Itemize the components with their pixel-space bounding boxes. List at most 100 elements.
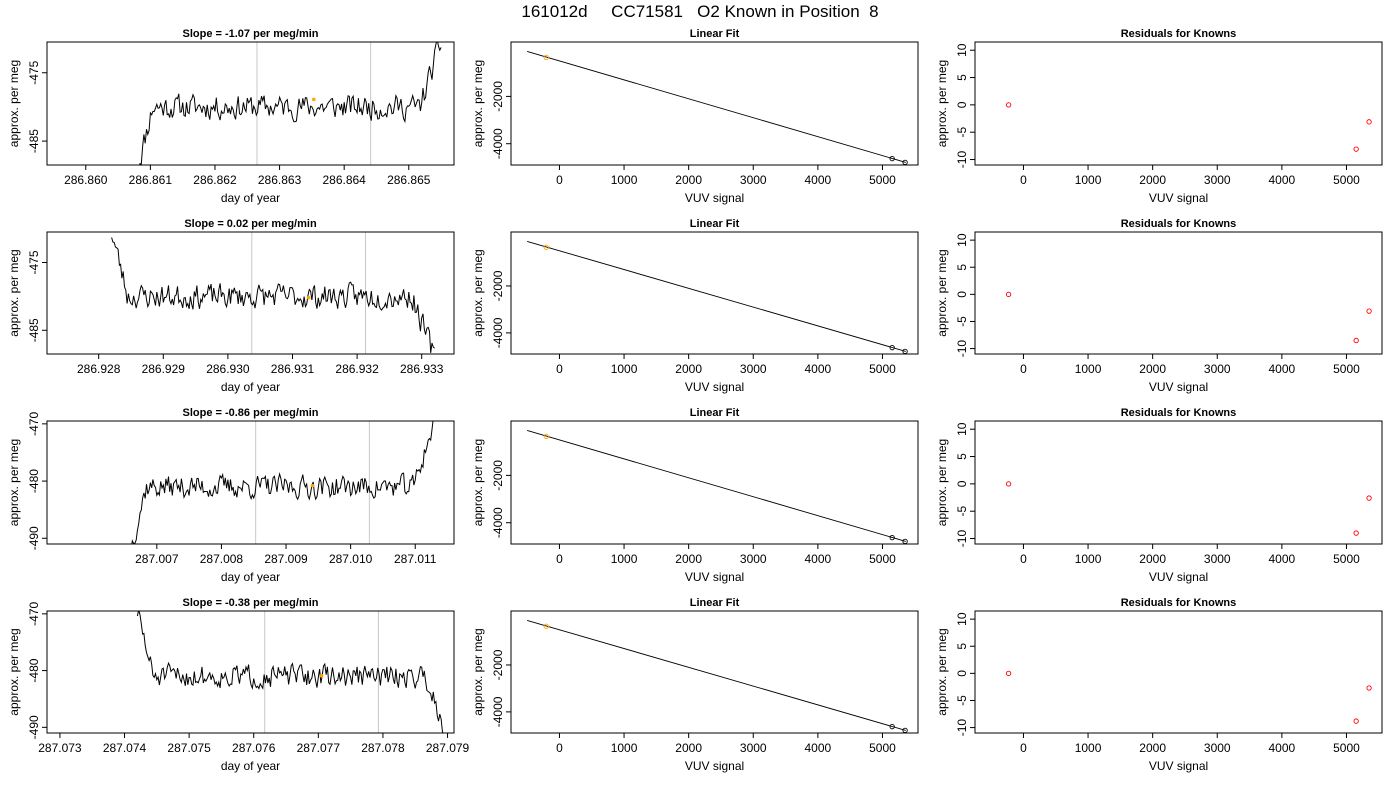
y-tick-label: 10 [955,233,969,247]
x-tick-label: 3000 [1204,552,1231,566]
x-tick-label: 2000 [675,362,702,376]
residual-point [1353,146,1359,152]
y-axis-label: approx. per meg [471,249,485,336]
x-tick-label: 5000 [869,173,896,187]
x-tick-label: 4000 [805,552,832,566]
y-tick-label: -2000 [491,649,505,680]
y-tick-label: 0 [955,101,969,108]
y-tick-label: 0 [955,291,969,298]
y-axis-label: approx. per meg [935,439,949,526]
x-tick-label: 286.932 [335,362,379,376]
x-tick-label: 0 [1020,552,1027,566]
x-tick-label: 3000 [740,741,767,755]
x-tick-label: 1000 [611,552,638,566]
x-tick-label: 4000 [1269,362,1296,376]
y-tick-label: 0 [955,670,969,677]
y-tick-label: -10 [955,151,969,169]
x-axis-label: VUV signal [1149,759,1208,773]
x-tick-label: 287.073 [38,741,82,755]
y-tick-label: -2000 [491,81,505,112]
x-tick-label: 4000 [805,362,832,376]
x-tick-label: 286.929 [142,362,186,376]
y-tick-label: 10 [955,422,969,436]
x-tick-label: 0 [556,741,563,755]
residual-point [1353,718,1359,724]
signal-series-line [136,611,444,733]
panel-title: Residuals for Knowns [1121,407,1237,419]
y-tick-label: -470 [27,412,41,436]
x-tick-label: 286.931 [271,362,315,376]
x-tick-label: 0 [1020,362,1027,376]
y-tick-label: 5 [955,74,969,81]
x-tick-label: 287.010 [329,552,373,566]
x-tick-label: 2000 [675,173,702,187]
x-tick-label: 3000 [740,362,767,376]
y-tick-label: -5 [955,127,969,138]
x-tick-label: 286.928 [77,362,121,376]
x-tick-label: 1000 [1075,552,1102,566]
y-tick-label: -5 [955,695,969,706]
residual-point [1366,685,1372,691]
y-axis-label: approx. per meg [471,439,485,526]
y-axis-label: approx. per meg [7,439,21,526]
y-tick-label: -485 [27,129,41,153]
x-tick-label: 287.077 [297,741,341,755]
panel-title: Slope = -1.07 per meg/min [182,28,318,40]
x-tick-label: 2000 [675,741,702,755]
residual-point [1366,119,1372,125]
y-axis-label: approx. per meg [7,628,21,715]
x-tick-label: 2000 [675,552,702,566]
y-axis-label: approx. per meg [935,60,949,147]
x-axis-label: VUV signal [1149,570,1208,584]
x-tick-label: 3000 [1204,362,1231,376]
plot-frame [46,231,455,355]
fit-point [889,345,895,351]
x-axis-label: VUV signal [685,759,744,773]
y-tick-label: -10 [955,530,969,548]
y-axis-label: approx. per meg [471,60,485,147]
fit-point [889,155,895,162]
plot-frame [510,420,919,545]
x-tick-label: 5000 [1333,552,1360,566]
x-axis-label: VUV signal [1149,191,1208,205]
x-tick-label: 4000 [805,741,832,755]
y-axis-label: approx. per meg [7,249,21,336]
x-tick-label: 5000 [1333,173,1360,187]
x-tick-label: 287.074 [103,741,147,755]
x-tick-label: 1000 [1075,741,1102,755]
fit-point [889,724,895,730]
y-tick-label: -10 [955,719,969,737]
y-tick-label: -4000 [491,128,505,159]
mean-marker-point [319,673,324,678]
y-tick-label: -4000 [491,696,505,727]
fit-line [527,51,906,163]
plot-frame [510,41,919,166]
y-tick-label: -2000 [491,270,505,301]
x-tick-label: 1000 [1075,173,1102,187]
y-tick-label: 5 [955,643,969,650]
x-tick-label: 5000 [869,552,896,566]
x-tick-label: 286.860 [64,173,108,187]
plot-frame [510,610,919,734]
y-tick-label: -4000 [491,507,505,538]
fit-point [543,54,549,61]
x-tick-label: 0 [556,362,563,376]
x-tick-label: 1000 [1075,362,1102,376]
x-tick-label: 5000 [869,741,896,755]
y-tick-label: -480 [27,469,41,493]
y-tick-label: -470 [27,602,41,626]
panel-title: Slope = 0.02 per meg/min [184,218,317,230]
plot-frame [510,231,919,355]
y-tick-label: 0 [955,480,969,487]
fit-point [543,244,549,250]
residual-point [1005,291,1012,298]
x-axis-label: day of year [221,570,280,584]
x-tick-label: 0 [1020,173,1027,187]
x-tick-label: 2000 [1139,552,1166,566]
plot-frame [974,610,1383,734]
y-tick-label: -490 [27,526,41,550]
fit-point [889,534,895,541]
x-tick-label: 2000 [1139,173,1166,187]
x-tick-label: 1000 [611,173,638,187]
x-tick-label: 287.076 [232,741,276,755]
